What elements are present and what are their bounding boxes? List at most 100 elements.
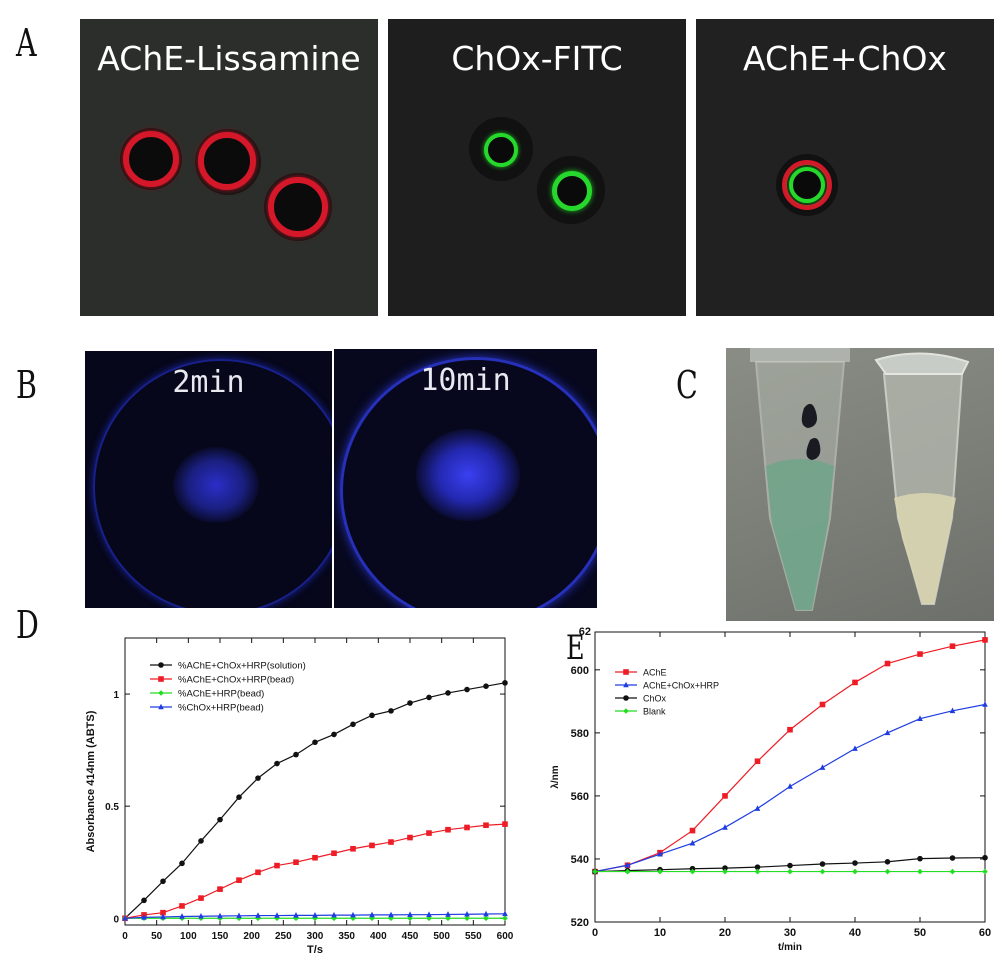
x-tick-label: 200 <box>243 931 260 942</box>
legend-label: %AChE+ChOx+HRP(solution) <box>178 661 306 672</box>
legend-label: %AChE+HRP(bead) <box>178 689 264 700</box>
micrograph-title: AChE-Lissamine <box>97 39 361 78</box>
x-tick-label: 500 <box>433 931 450 942</box>
data-point <box>787 783 793 789</box>
bead-outline <box>340 357 597 608</box>
data-point <box>884 660 891 667</box>
data-point <box>255 869 261 876</box>
x-tick-label: 350 <box>338 931 355 942</box>
x-tick-label: 30 <box>784 927 796 939</box>
series-2 <box>592 701 988 874</box>
data-point <box>236 877 242 883</box>
data-point <box>217 912 223 919</box>
data-point <box>350 721 356 728</box>
bead-green-ring <box>789 167 825 203</box>
data-point <box>141 914 147 920</box>
panel-letter-e: E <box>566 628 585 668</box>
x-tick-label: 550 <box>465 931 482 942</box>
data-point <box>198 912 204 919</box>
data-point <box>754 868 761 875</box>
bead-image-10min: 10min <box>334 349 597 608</box>
data-point <box>236 794 242 800</box>
data-point <box>982 637 988 643</box>
data-point <box>198 895 204 901</box>
bead-red-ring <box>198 132 256 190</box>
data-point <box>689 868 696 875</box>
data-point <box>722 868 728 875</box>
x-tick-label: 40 <box>849 927 861 939</box>
data-point <box>819 701 826 708</box>
data-point <box>160 878 166 885</box>
bead-glow <box>416 429 520 521</box>
x-tick-label: 0 <box>122 931 128 942</box>
x-tick-label: 150 <box>212 931 229 942</box>
data-point <box>722 824 728 830</box>
bead-red-ring <box>268 177 328 237</box>
marker-text <box>801 403 817 428</box>
bead-red-ring <box>123 131 179 187</box>
data-point <box>657 868 663 875</box>
data-point <box>982 854 988 861</box>
data-point <box>369 911 375 918</box>
bead-glow <box>173 447 259 523</box>
legend: %AChE+ChOx+HRP(solution) %AChE+ChOx+HRP(b… <box>150 661 306 714</box>
legend-label: %ChOx+HRP(bead) <box>178 703 264 714</box>
data-point <box>255 912 261 918</box>
y-tick-label-top: 62 <box>579 626 591 638</box>
panel-letter-d: D <box>16 603 39 647</box>
data-point <box>787 862 793 869</box>
data-point <box>236 912 242 919</box>
data-point <box>445 690 451 696</box>
series-4 <box>592 868 988 875</box>
y-axis-label: Absorbance 414nm (ABTS) <box>85 710 97 852</box>
data-point <box>160 913 166 920</box>
legend-label: Blank <box>643 707 666 717</box>
data-point <box>917 855 923 862</box>
legend-marker <box>623 695 629 701</box>
data-point <box>426 911 432 917</box>
data-point <box>293 751 299 758</box>
y-tick-label: 520 <box>571 917 589 929</box>
legend-label: AChE <box>643 668 667 678</box>
data-point <box>852 679 858 686</box>
legend-marker <box>623 681 629 688</box>
data-point <box>179 903 185 909</box>
tube-photo <box>726 348 994 621</box>
chart-e: 0 10 20 30 40 50 60 520 540 560 580 600 62 t/min λ/nm A… <box>550 626 991 953</box>
data-point <box>982 701 988 707</box>
data-point <box>369 842 375 849</box>
data-point <box>884 729 891 736</box>
data-point <box>949 868 956 875</box>
bead-green-ring <box>552 171 592 211</box>
data-point <box>949 643 956 649</box>
data-point <box>407 700 413 706</box>
legend-marker <box>623 669 629 675</box>
legend-marker <box>158 690 164 696</box>
data-point <box>754 805 761 811</box>
micrograph-title: ChOx-FITC <box>451 39 623 78</box>
data-point <box>689 865 696 872</box>
data-point <box>331 911 337 918</box>
data-point <box>388 839 394 845</box>
series-2 <box>122 821 508 922</box>
y-tick-label: 600 <box>571 665 589 677</box>
data-point <box>502 821 508 827</box>
data-point <box>426 830 432 836</box>
data-point <box>624 861 631 868</box>
data-point <box>274 760 280 767</box>
legend-label: ChOx <box>643 694 667 704</box>
data-point <box>502 910 508 917</box>
data-point <box>255 775 261 781</box>
x-tick-label: 250 <box>275 931 292 942</box>
data-point <box>179 913 185 919</box>
data-point <box>689 827 696 834</box>
data-point <box>217 886 223 892</box>
x-tick-label: 60 <box>979 927 991 939</box>
data-point <box>464 686 470 693</box>
data-point <box>722 865 728 871</box>
data-point <box>350 911 356 918</box>
series-line <box>124 682 506 919</box>
x-tick-label: 0 <box>592 927 598 939</box>
data-point <box>852 868 858 875</box>
data-point <box>884 858 891 865</box>
